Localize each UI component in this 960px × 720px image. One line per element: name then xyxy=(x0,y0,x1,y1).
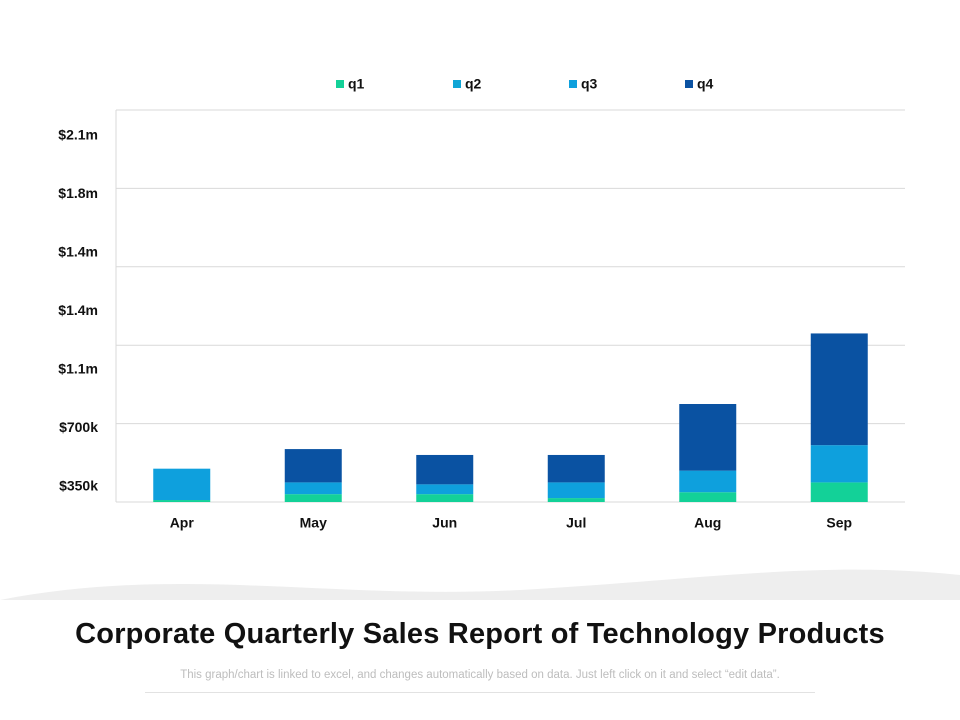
x-tick-label: Aug xyxy=(694,515,721,531)
y-tick-label: $1.4m xyxy=(58,244,98,260)
y-tick-label: $700k xyxy=(59,419,98,435)
stacked-bar-chart: $350k $700k $1.1m $1.4m $1.4m $1.8m $2.1m Apr M… xyxy=(0,76,960,600)
bar-jun-q4 xyxy=(416,454,474,485)
x-tick-label: Apr xyxy=(170,515,195,531)
x-tick-label: Sep xyxy=(826,515,852,531)
y-tick-label: $350k xyxy=(59,478,98,494)
bar-may-q4 xyxy=(284,449,342,483)
legend-label-q1: q1 xyxy=(348,76,365,92)
x-tick-label: Jul xyxy=(566,515,586,531)
y-tick-label: $1.1m xyxy=(58,361,98,377)
bar-jun-q3 xyxy=(416,484,474,495)
y-axis: $350k $700k $1.1m $1.4m $1.4m $1.8m $2.1m xyxy=(58,127,98,494)
y-tick-label: $1.8m xyxy=(58,185,98,201)
y-tick-label: $1.4m xyxy=(58,302,98,318)
bar-jul-q1 xyxy=(547,498,605,502)
x-tick-label: Jun xyxy=(432,515,457,531)
y-tick-label: $2.1m xyxy=(58,127,98,143)
gridlines xyxy=(115,109,905,503)
bar-aug-q3 xyxy=(679,470,737,493)
x-axis-labels: Apr May Jun Jul Aug Sep xyxy=(170,515,852,531)
legend-swatch-q3 xyxy=(569,80,577,88)
bar-may-q3 xyxy=(284,482,342,495)
bar-aug-q4 xyxy=(679,404,737,471)
bars xyxy=(153,333,868,502)
caption-divider xyxy=(145,692,815,693)
legend-label-q3: q3 xyxy=(581,76,598,92)
bar-jun-q1 xyxy=(416,494,474,502)
background-swoosh xyxy=(0,569,960,600)
bar-sep-q4 xyxy=(810,333,868,446)
x-tick-label: May xyxy=(300,515,327,531)
bar-may-q1 xyxy=(284,494,342,502)
legend-swatch-q2 xyxy=(453,80,461,88)
bar-aug-q1 xyxy=(679,492,737,502)
slide-title: Corporate Quarterly Sales Report of Tech… xyxy=(75,618,885,650)
bar-sep-q1 xyxy=(810,482,868,502)
bar-apr-q1 xyxy=(153,500,211,502)
bar-jul-q4 xyxy=(547,454,605,483)
bar-sep-q3 xyxy=(810,445,868,483)
legend-label-q4: q4 xyxy=(697,76,714,92)
bar-apr-q3 xyxy=(153,468,211,501)
legend-label-q2: q2 xyxy=(465,76,482,92)
legend-swatch-q4 xyxy=(685,80,693,88)
legend-swatch-q1 xyxy=(336,80,344,88)
legend: q1 q2 q3 q4 xyxy=(336,76,714,92)
bar-jul-q3 xyxy=(547,482,605,499)
slide-caption: This graph/chart is linked to excel, and… xyxy=(180,669,780,681)
